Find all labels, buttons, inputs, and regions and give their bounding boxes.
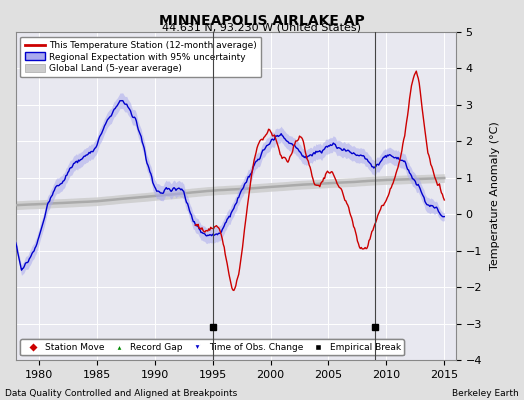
Text: Data Quality Controlled and Aligned at Breakpoints: Data Quality Controlled and Aligned at B… [5, 389, 237, 398]
Text: MINNEAPOLIS AIRLAKE AP: MINNEAPOLIS AIRLAKE AP [159, 14, 365, 28]
Legend: Station Move, Record Gap, Time of Obs. Change, Empirical Break: Station Move, Record Gap, Time of Obs. C… [20, 339, 404, 356]
Text: 44.631 N, 93.230 W (United States): 44.631 N, 93.230 W (United States) [162, 22, 362, 32]
Text: Berkeley Earth: Berkeley Earth [452, 389, 519, 398]
Y-axis label: Temperature Anomaly (°C): Temperature Anomaly (°C) [490, 122, 500, 270]
